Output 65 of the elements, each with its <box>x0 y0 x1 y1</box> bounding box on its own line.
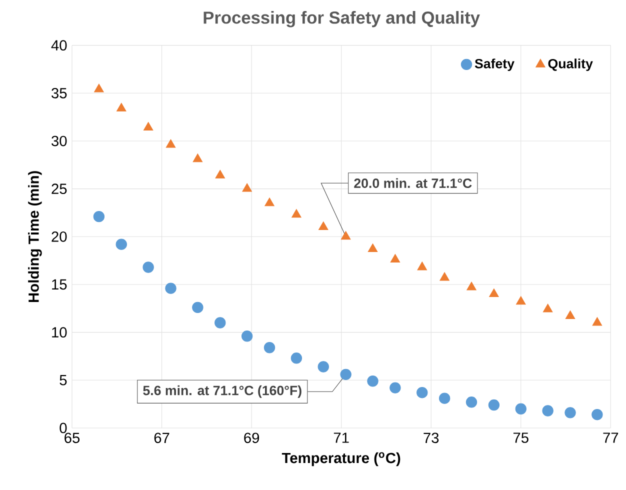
x-tick-label: 65 <box>64 432 80 444</box>
point <box>192 154 203 162</box>
point <box>292 209 302 218</box>
point <box>290 352 302 364</box>
point <box>592 317 602 326</box>
x-tick-label: 69 <box>244 432 260 444</box>
point <box>390 254 400 263</box>
point <box>542 304 553 312</box>
y-tick-label: 5 <box>60 375 67 386</box>
y-axis-title: Holding Time (min) <box>28 171 42 302</box>
y-tick-label: 40 <box>51 40 67 51</box>
point <box>94 84 104 92</box>
point <box>440 272 450 281</box>
point <box>318 221 328 230</box>
point <box>488 399 500 411</box>
y-tick-label: 30 <box>52 136 67 146</box>
point <box>565 310 576 319</box>
y-tick-label: 25 <box>52 184 67 194</box>
point <box>264 198 274 206</box>
point <box>241 330 253 342</box>
legend-label: Safety <box>474 58 514 72</box>
y-tick-label: 0 <box>60 422 67 434</box>
point <box>166 139 176 148</box>
x-tick-label: 77 <box>603 432 618 443</box>
chart-title: Processing for Safety and Quality <box>204 11 480 28</box>
point <box>390 382 401 394</box>
y-tick-label: 10 <box>52 327 67 338</box>
annotation: 5.6 min. at 71.1°C (160°F) <box>143 385 302 398</box>
point <box>340 368 352 380</box>
point <box>417 262 428 270</box>
annotation: 20.0 min. at 71.1°C <box>354 178 472 188</box>
y-tick-label: 20 <box>52 231 67 242</box>
point <box>489 288 499 297</box>
x-axis-title: Temperature ($^{o}$C) <box>282 452 400 466</box>
point <box>318 361 329 372</box>
point <box>466 282 476 290</box>
point <box>192 302 204 314</box>
point <box>116 102 126 112</box>
point <box>516 296 526 305</box>
y-tick-label: 15 <box>52 279 67 290</box>
point <box>592 408 603 420</box>
point <box>515 403 526 414</box>
x-tick-label: 75 <box>513 432 528 443</box>
point <box>215 170 226 178</box>
point <box>143 122 154 131</box>
point <box>264 342 276 354</box>
point <box>142 262 154 273</box>
point <box>116 238 127 250</box>
x-tick-label: 71 <box>334 432 349 443</box>
point <box>340 231 351 240</box>
point <box>214 317 226 328</box>
point <box>367 376 378 387</box>
point <box>416 386 428 398</box>
point <box>466 396 478 408</box>
legend-label: Quality <box>548 58 593 72</box>
y-tick-label: 35 <box>52 88 67 98</box>
point <box>165 282 176 294</box>
point <box>368 243 378 252</box>
x-tick-label: 67 <box>154 432 170 444</box>
point <box>242 183 252 192</box>
point <box>438 392 450 404</box>
x-tick-label: 73 <box>424 432 439 444</box>
point <box>564 407 576 418</box>
point <box>542 405 554 416</box>
point <box>93 210 105 222</box>
